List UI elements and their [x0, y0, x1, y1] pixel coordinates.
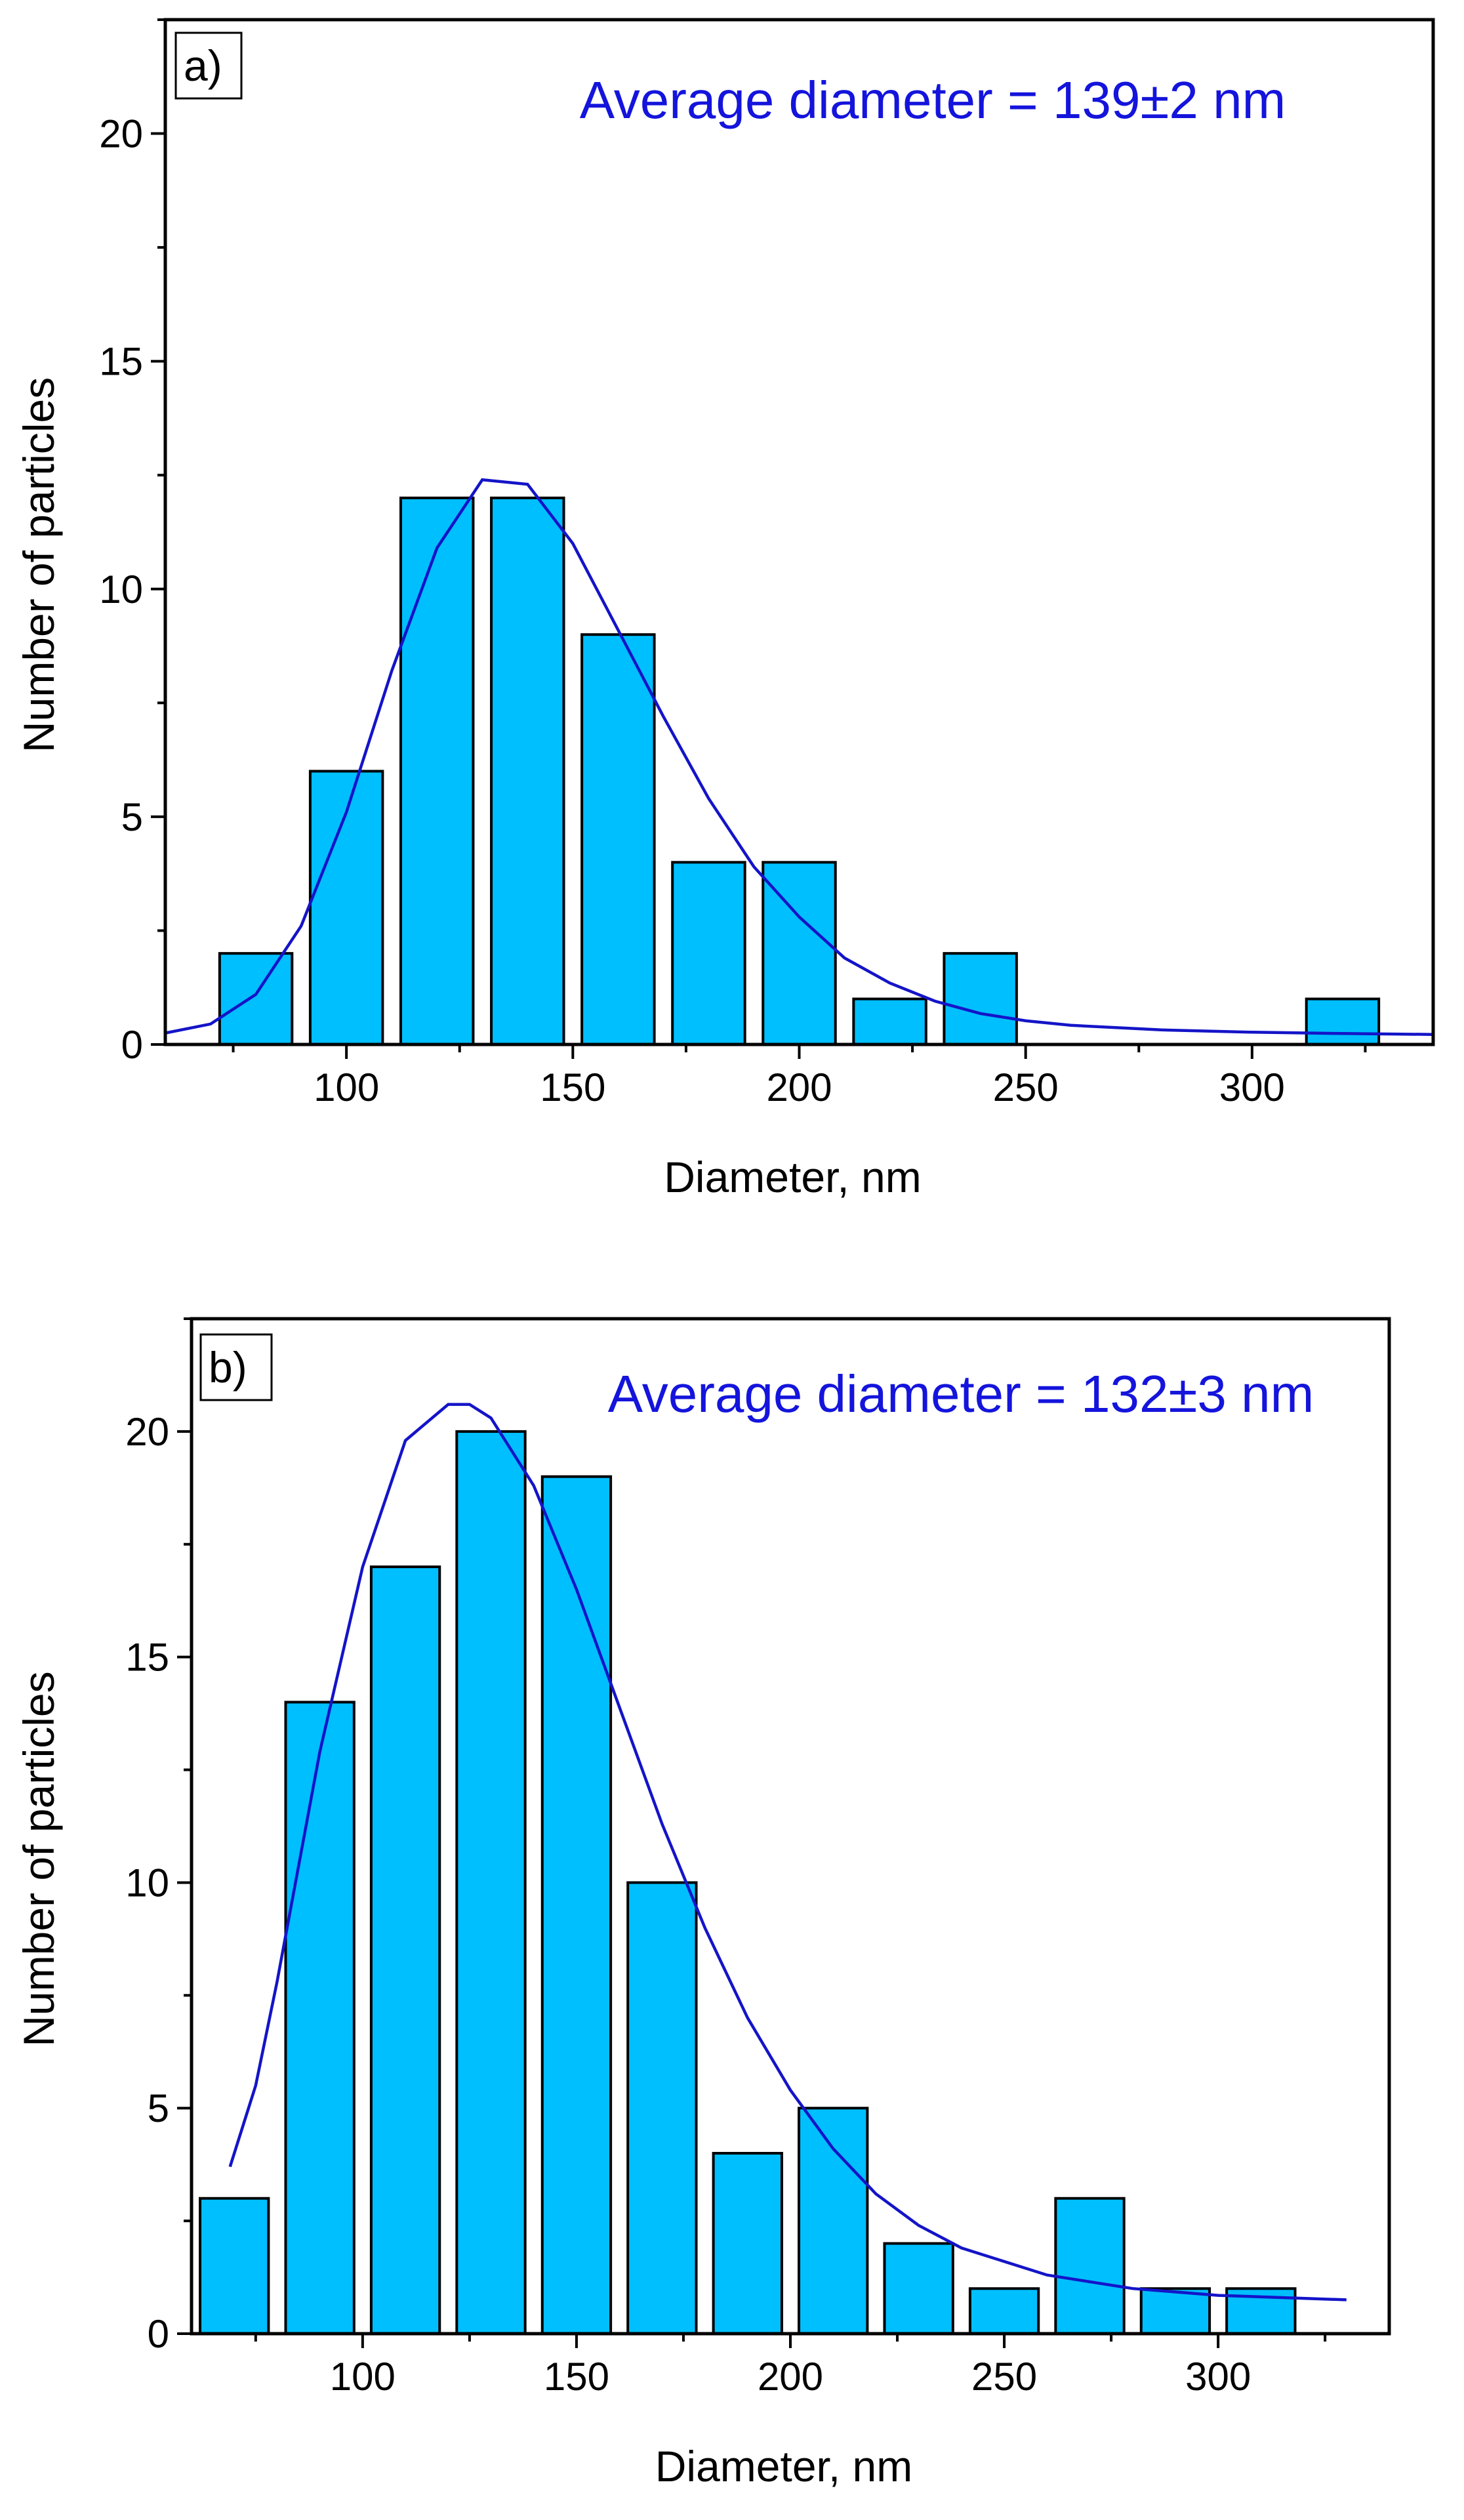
panel-b-y-tick-label: 20	[125, 1410, 169, 1454]
panel-a-bars	[218, 496, 1381, 1046]
panel-a-bar-2	[399, 496, 475, 1046]
panel-b-x-tick-label: 150	[544, 2355, 609, 2399]
panel-b-ticks	[177, 1317, 1327, 2348]
panel-b-x-tick-label: 200	[758, 2355, 823, 2399]
panel-b-bar-5	[626, 1881, 698, 2335]
panel-a-fit-curve	[165, 478, 1434, 1036]
panel-a-label: a)	[184, 41, 222, 90]
panel-a-annotation: Average diameter = 139±2 nm	[580, 71, 1286, 129]
panel-b-bar-10	[1054, 2197, 1126, 2336]
panel-b-bar-7	[798, 2107, 869, 2335]
panel-a-gridless-area	[165, 478, 1434, 1046]
panel-b-bar-8	[883, 2242, 954, 2335]
panel-a-x-axis-label: Diameter, nm	[664, 1153, 921, 1201]
panel-a: 100 150 200 250 300 0 5 10 15 20 Diameter, nm Nu…	[14, 18, 1435, 1201]
panel-b-x-axis-label: Diameter, nm	[655, 2442, 912, 2490]
panel-b-y-tick-label: 15	[125, 1636, 169, 1680]
panel-b-y-axis-label: Number of particles	[14, 1671, 63, 2046]
panel-a-y-tick-labels: 0 5 10 15 20	[99, 112, 143, 1067]
panel-b-bar-1	[284, 1701, 356, 2335]
panel-b-bar-3	[455, 1430, 527, 2335]
panel-a-bar-3	[490, 496, 565, 1046]
panel-b-x-tick-label: 100	[330, 2355, 396, 2399]
panel-a-x-tick-label: 300	[1219, 1065, 1285, 1109]
panel-a-y-tick-label: 10	[99, 568, 143, 611]
panel-b-gridless-area	[199, 1403, 1347, 2336]
panel-a-y-tick-label: 20	[99, 112, 143, 156]
panel-b-bar-2	[369, 1565, 441, 2335]
panel-b-y-tick-label: 10	[125, 1861, 169, 1905]
panel-a-bar-1	[308, 770, 384, 1046]
panel-b-bars	[199, 1430, 1297, 2336]
panel-a-x-tick-label: 150	[540, 1065, 605, 1109]
panel-a-ticks	[151, 18, 1367, 1059]
panel-a-bar-8	[943, 952, 1018, 1046]
panel-a-x-tick-labels: 100 150 200 250 300	[314, 1065, 1285, 1109]
panel-b-fit-curve	[228, 1403, 1347, 2302]
panel-b-y-tick-label: 0	[148, 2312, 169, 2356]
panel-a-bar-0	[218, 952, 294, 1046]
panel-a-label-box	[174, 31, 243, 100]
panel-b-y-tick-labels: 0 5 10 15 20	[125, 1410, 169, 2356]
panel-b-label-box	[199, 1333, 273, 1401]
panel-b-x-tick-labels: 100 150 200 250 300	[330, 2355, 1251, 2399]
panel-b-x-tick-label: 300	[1185, 2355, 1251, 2399]
panel-b-bar-4	[540, 1475, 613, 2336]
panel-a-bar-7	[852, 997, 927, 1046]
panel-a-x-tick-label: 250	[993, 1065, 1059, 1109]
panel-a-x-tick-label: 100	[314, 1065, 379, 1109]
panel-a-bar-4	[580, 633, 656, 1046]
panel-a-y-tick-label: 15	[99, 340, 143, 384]
panel-b-label: b)	[209, 1343, 247, 1392]
panel-b-x-tick-label: 250	[971, 2355, 1037, 2399]
panel-b-bar-0	[199, 2197, 270, 2336]
panel-a-y-axis-label: Number of particles	[14, 377, 63, 753]
panel-a-y-tick-label: 0	[121, 1023, 143, 1067]
panel-b-annotation: Average diameter = 132±3 nm	[608, 1365, 1314, 1423]
panel-a-bar-9	[1305, 997, 1381, 1046]
panel-b-bar-9	[968, 2287, 1040, 2335]
panel-a-bar-6	[762, 861, 837, 1046]
panel-a-bar-5	[671, 861, 746, 1046]
panel-b-bar-6	[712, 2151, 783, 2335]
panel-b: 100 150 200 250 300 0 5 10 15 20 Diameter, nm Nu…	[14, 1317, 1391, 2490]
panel-a-x-tick-label: 200	[766, 1065, 832, 1109]
panel-a-y-tick-label: 5	[121, 795, 143, 839]
panel-b-bar-11	[1139, 2287, 1211, 2335]
panel-b-y-tick-label: 5	[148, 2086, 169, 2130]
